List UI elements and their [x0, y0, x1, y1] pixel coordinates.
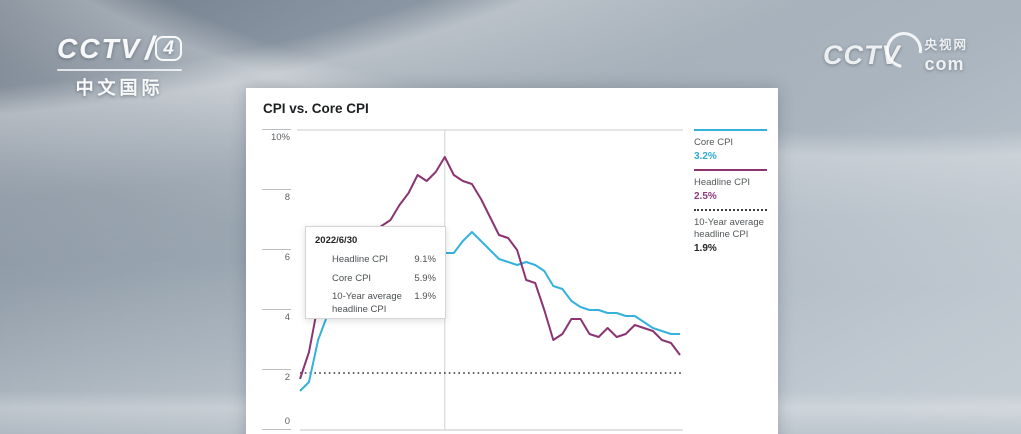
cctv4-logo-slash: /	[145, 30, 155, 66]
headline-line-swatch-icon	[694, 169, 767, 171]
y-tick-label: 8	[284, 192, 290, 203]
y-tick	[262, 369, 291, 370]
y-tick-label: 6	[284, 252, 290, 263]
y-tick-label: 10%	[270, 132, 290, 143]
cctv4-logo-text: CCTV	[57, 32, 142, 64]
cctv4-logo-subtitle: 中文国际	[75, 78, 164, 98]
cctv4-logo-row: CCTV / 4	[57, 30, 183, 67]
core-line-swatch-icon	[694, 129, 767, 131]
channel-4-badge-icon: 4	[155, 36, 183, 61]
chart-tooltip: 2022/6/30 Headline CPI 9.1% Core CPI 5.9…	[305, 226, 446, 319]
cctv-com-watermark: CCTV 央视网 com	[822, 24, 968, 76]
y-tick	[262, 129, 291, 130]
legend-item-headline: Headline CPI 2.5%	[694, 169, 767, 203]
chart-panel: CPI vs. Core CPI 10% 8 6 4 2 0 2022/6/30 Head…	[246, 88, 778, 434]
legend-label: Core CPI	[694, 137, 734, 148]
cctv4-logo: CCTV / 4 中文国际	[57, 30, 183, 100]
tooltip-value: 9.1%	[414, 254, 436, 265]
cctv-com-site-suffix: com	[924, 53, 965, 74]
y-tick-label: 0	[284, 416, 290, 427]
cctv4-logo-underline	[57, 69, 183, 71]
tooltip-date: 2022/6/30	[315, 235, 358, 246]
cctv-com-logo-text: CCTV	[822, 40, 901, 70]
legend-item-core: Core CPI 3.2%	[694, 129, 767, 163]
y-tick	[262, 309, 291, 310]
legend-value: 2.5%	[694, 191, 717, 202]
y-tick	[262, 429, 291, 430]
tooltip-label: Headline CPI	[332, 254, 388, 265]
chart-title: CPI vs. Core CPI	[263, 101, 369, 116]
chart-legend: Core CPI 3.2% Headline CPI 2.5% 10-Year …	[694, 129, 767, 261]
y-tick-label: 2	[284, 372, 290, 383]
legend-label: 10-Year average headline CPI	[694, 217, 764, 240]
y-tick-label: 4	[284, 312, 290, 323]
cctv-com-site-block: 央视网 com	[924, 39, 968, 73]
tooltip-value: 1.9%	[414, 291, 436, 302]
legend-value: 3.2%	[694, 151, 717, 162]
tooltip-row-core: Core CPI 5.9%	[315, 273, 436, 286]
legend-value: 1.9%	[694, 243, 717, 254]
tooltip-value: 5.9%	[414, 272, 436, 284]
tooltip-row-average: 10-Year average headline CPI 1.9%	[315, 291, 436, 316]
y-tick	[262, 249, 291, 250]
tooltip-label: Core CPI	[332, 272, 372, 284]
y-tick	[262, 189, 291, 190]
legend-item-average: 10-Year average headline CPI 1.9%	[694, 209, 767, 255]
cctv-com-site-cn: 央视网	[924, 38, 968, 52]
dotted-line-swatch-icon	[694, 209, 767, 211]
legend-label: Headline CPI	[694, 177, 750, 188]
tooltip-row-headline: Headline CPI 9.1%	[315, 254, 436, 267]
tooltip-label: 10-Year average headline CPI	[332, 291, 402, 315]
